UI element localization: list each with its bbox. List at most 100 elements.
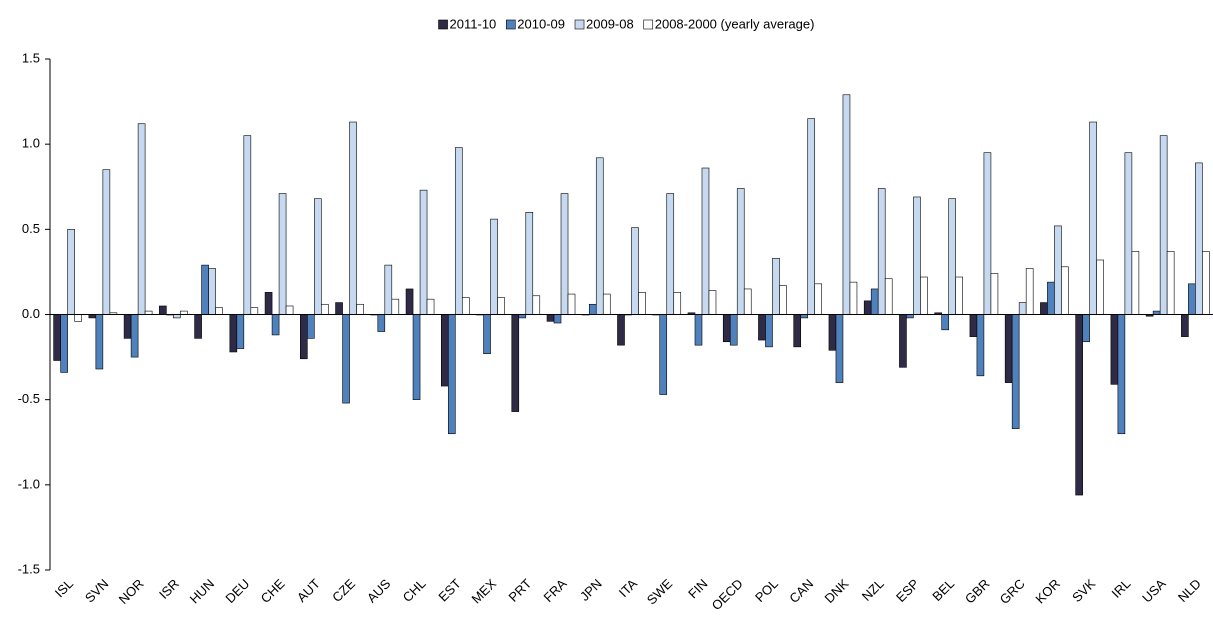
bar	[405, 288, 414, 315]
bar	[271, 314, 280, 336]
y-tick-label: -1.5	[18, 561, 40, 576]
bar	[595, 157, 604, 315]
bar	[426, 298, 435, 315]
bar	[511, 314, 520, 412]
bar	[602, 293, 611, 315]
bar	[948, 198, 956, 315]
bar	[1025, 268, 1034, 315]
bar	[483, 314, 491, 354]
bar	[1047, 281, 1055, 315]
bar	[130, 314, 139, 358]
x-tick-label: ISL	[52, 576, 76, 600]
bar	[1040, 302, 1048, 315]
bar	[758, 314, 766, 341]
bar	[617, 314, 625, 346]
bar	[736, 188, 745, 315]
bar	[144, 310, 153, 315]
x-tick-label: FIN	[685, 576, 710, 601]
x-tick-label: CZE	[329, 576, 358, 605]
bar	[870, 288, 879, 315]
bar	[793, 314, 802, 348]
bar	[1195, 162, 1203, 315]
x-tick-label: SVN	[82, 576, 112, 606]
bar	[638, 292, 646, 315]
x-tick-label: HUN	[187, 576, 218, 607]
x-tick-label: AUS	[364, 576, 394, 606]
bar	[567, 293, 576, 315]
bar	[1188, 283, 1196, 315]
bar	[1011, 314, 1020, 429]
bar	[1124, 152, 1133, 315]
bar	[884, 278, 893, 315]
legend-item: 2011-10	[438, 16, 496, 31]
bar	[588, 303, 597, 315]
bar	[377, 314, 386, 332]
x-tick-label: GRC	[997, 576, 1028, 607]
bar	[314, 198, 322, 315]
bar	[772, 257, 780, 315]
x-tick-label: KOR	[1032, 576, 1063, 607]
bar	[1202, 251, 1210, 315]
bar	[74, 314, 82, 322]
bar	[1082, 314, 1090, 343]
bar	[342, 314, 350, 404]
bar	[631, 227, 639, 315]
bar	[708, 290, 717, 315]
bar	[1181, 314, 1189, 337]
bar	[102, 169, 111, 315]
bar	[335, 302, 343, 315]
x-tick-label: CAN	[786, 576, 816, 606]
x-tick-label: NOR	[116, 576, 147, 607]
bar	[384, 264, 393, 315]
legend-swatch	[438, 19, 448, 30]
bar	[941, 314, 949, 331]
bar	[447, 314, 456, 435]
x-tick-label: CHL	[400, 576, 429, 605]
bar	[243, 135, 252, 315]
bar	[67, 229, 75, 315]
bar	[1004, 314, 1013, 383]
bar	[159, 305, 167, 315]
bar	[673, 292, 682, 315]
legend-item: 2008-2000 (yearly average)	[643, 16, 815, 31]
legend-swatch	[505, 19, 516, 30]
bar	[321, 303, 329, 315]
bar	[990, 273, 999, 315]
x-tick-label: ITA	[616, 576, 640, 600]
bar	[899, 314, 907, 368]
bar	[173, 314, 181, 319]
legend-item: 2009-08	[574, 16, 634, 31]
bar	[877, 188, 886, 315]
legend-swatch	[643, 19, 654, 30]
bar	[1075, 314, 1083, 496]
bar	[123, 314, 132, 339]
bar	[201, 264, 209, 315]
bar	[814, 283, 823, 315]
legend-swatch	[574, 19, 585, 30]
bar	[518, 314, 527, 319]
bar	[729, 314, 738, 346]
bar	[1131, 251, 1140, 315]
bar	[264, 292, 273, 315]
x-tick-label: OECD	[709, 576, 746, 613]
y-tick-label: -1.0	[18, 476, 40, 491]
bar	[1096, 259, 1104, 315]
x-tick-label: USA	[1139, 576, 1169, 606]
bar	[546, 314, 555, 322]
bar	[765, 314, 773, 348]
bar	[53, 314, 61, 361]
y-tick-label: 0.5	[22, 221, 40, 236]
x-tick-label: SVK	[1069, 576, 1098, 605]
bar	[553, 314, 562, 324]
legend-label: 2008-2000 (yearly average)	[655, 16, 815, 31]
bar	[412, 314, 421, 400]
bar	[779, 285, 787, 315]
x-tick-label: AUT	[294, 576, 323, 605]
bar	[701, 167, 710, 315]
bar	[722, 314, 731, 343]
y-tick-label: 1.0	[22, 136, 40, 151]
bar	[828, 314, 837, 351]
bar	[208, 268, 216, 315]
bar	[976, 314, 985, 377]
